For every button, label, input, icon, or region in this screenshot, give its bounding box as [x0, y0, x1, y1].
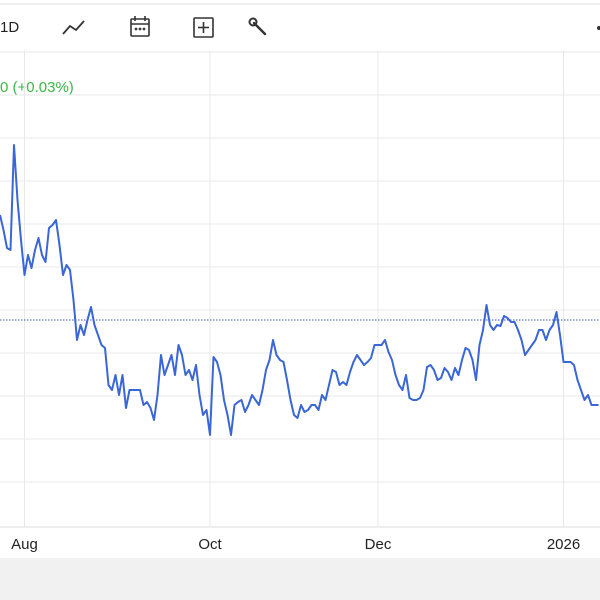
footer-panel — [0, 558, 600, 600]
quote-change: 0 (+0.03%) — [0, 79, 74, 96]
line-chart-icon[interactable] — [62, 20, 85, 35]
x-tick-label: Dec — [365, 536, 392, 553]
x-tick-label: Aug — [11, 536, 38, 553]
menu-dot[interactable] — [597, 26, 600, 30]
price-line — [0, 144, 599, 436]
add-indicator-icon[interactable] — [193, 17, 214, 38]
calendar-icon[interactable] — [130, 16, 150, 37]
interval-button[interactable]: 1D — [0, 19, 19, 36]
x-tick-label: Oct — [198, 536, 222, 553]
settings-icon[interactable] — [248, 17, 267, 36]
x-tick-label: 2026 — [547, 536, 580, 553]
plot: Aug Oct Dec 2026 — [0, 50, 600, 553]
